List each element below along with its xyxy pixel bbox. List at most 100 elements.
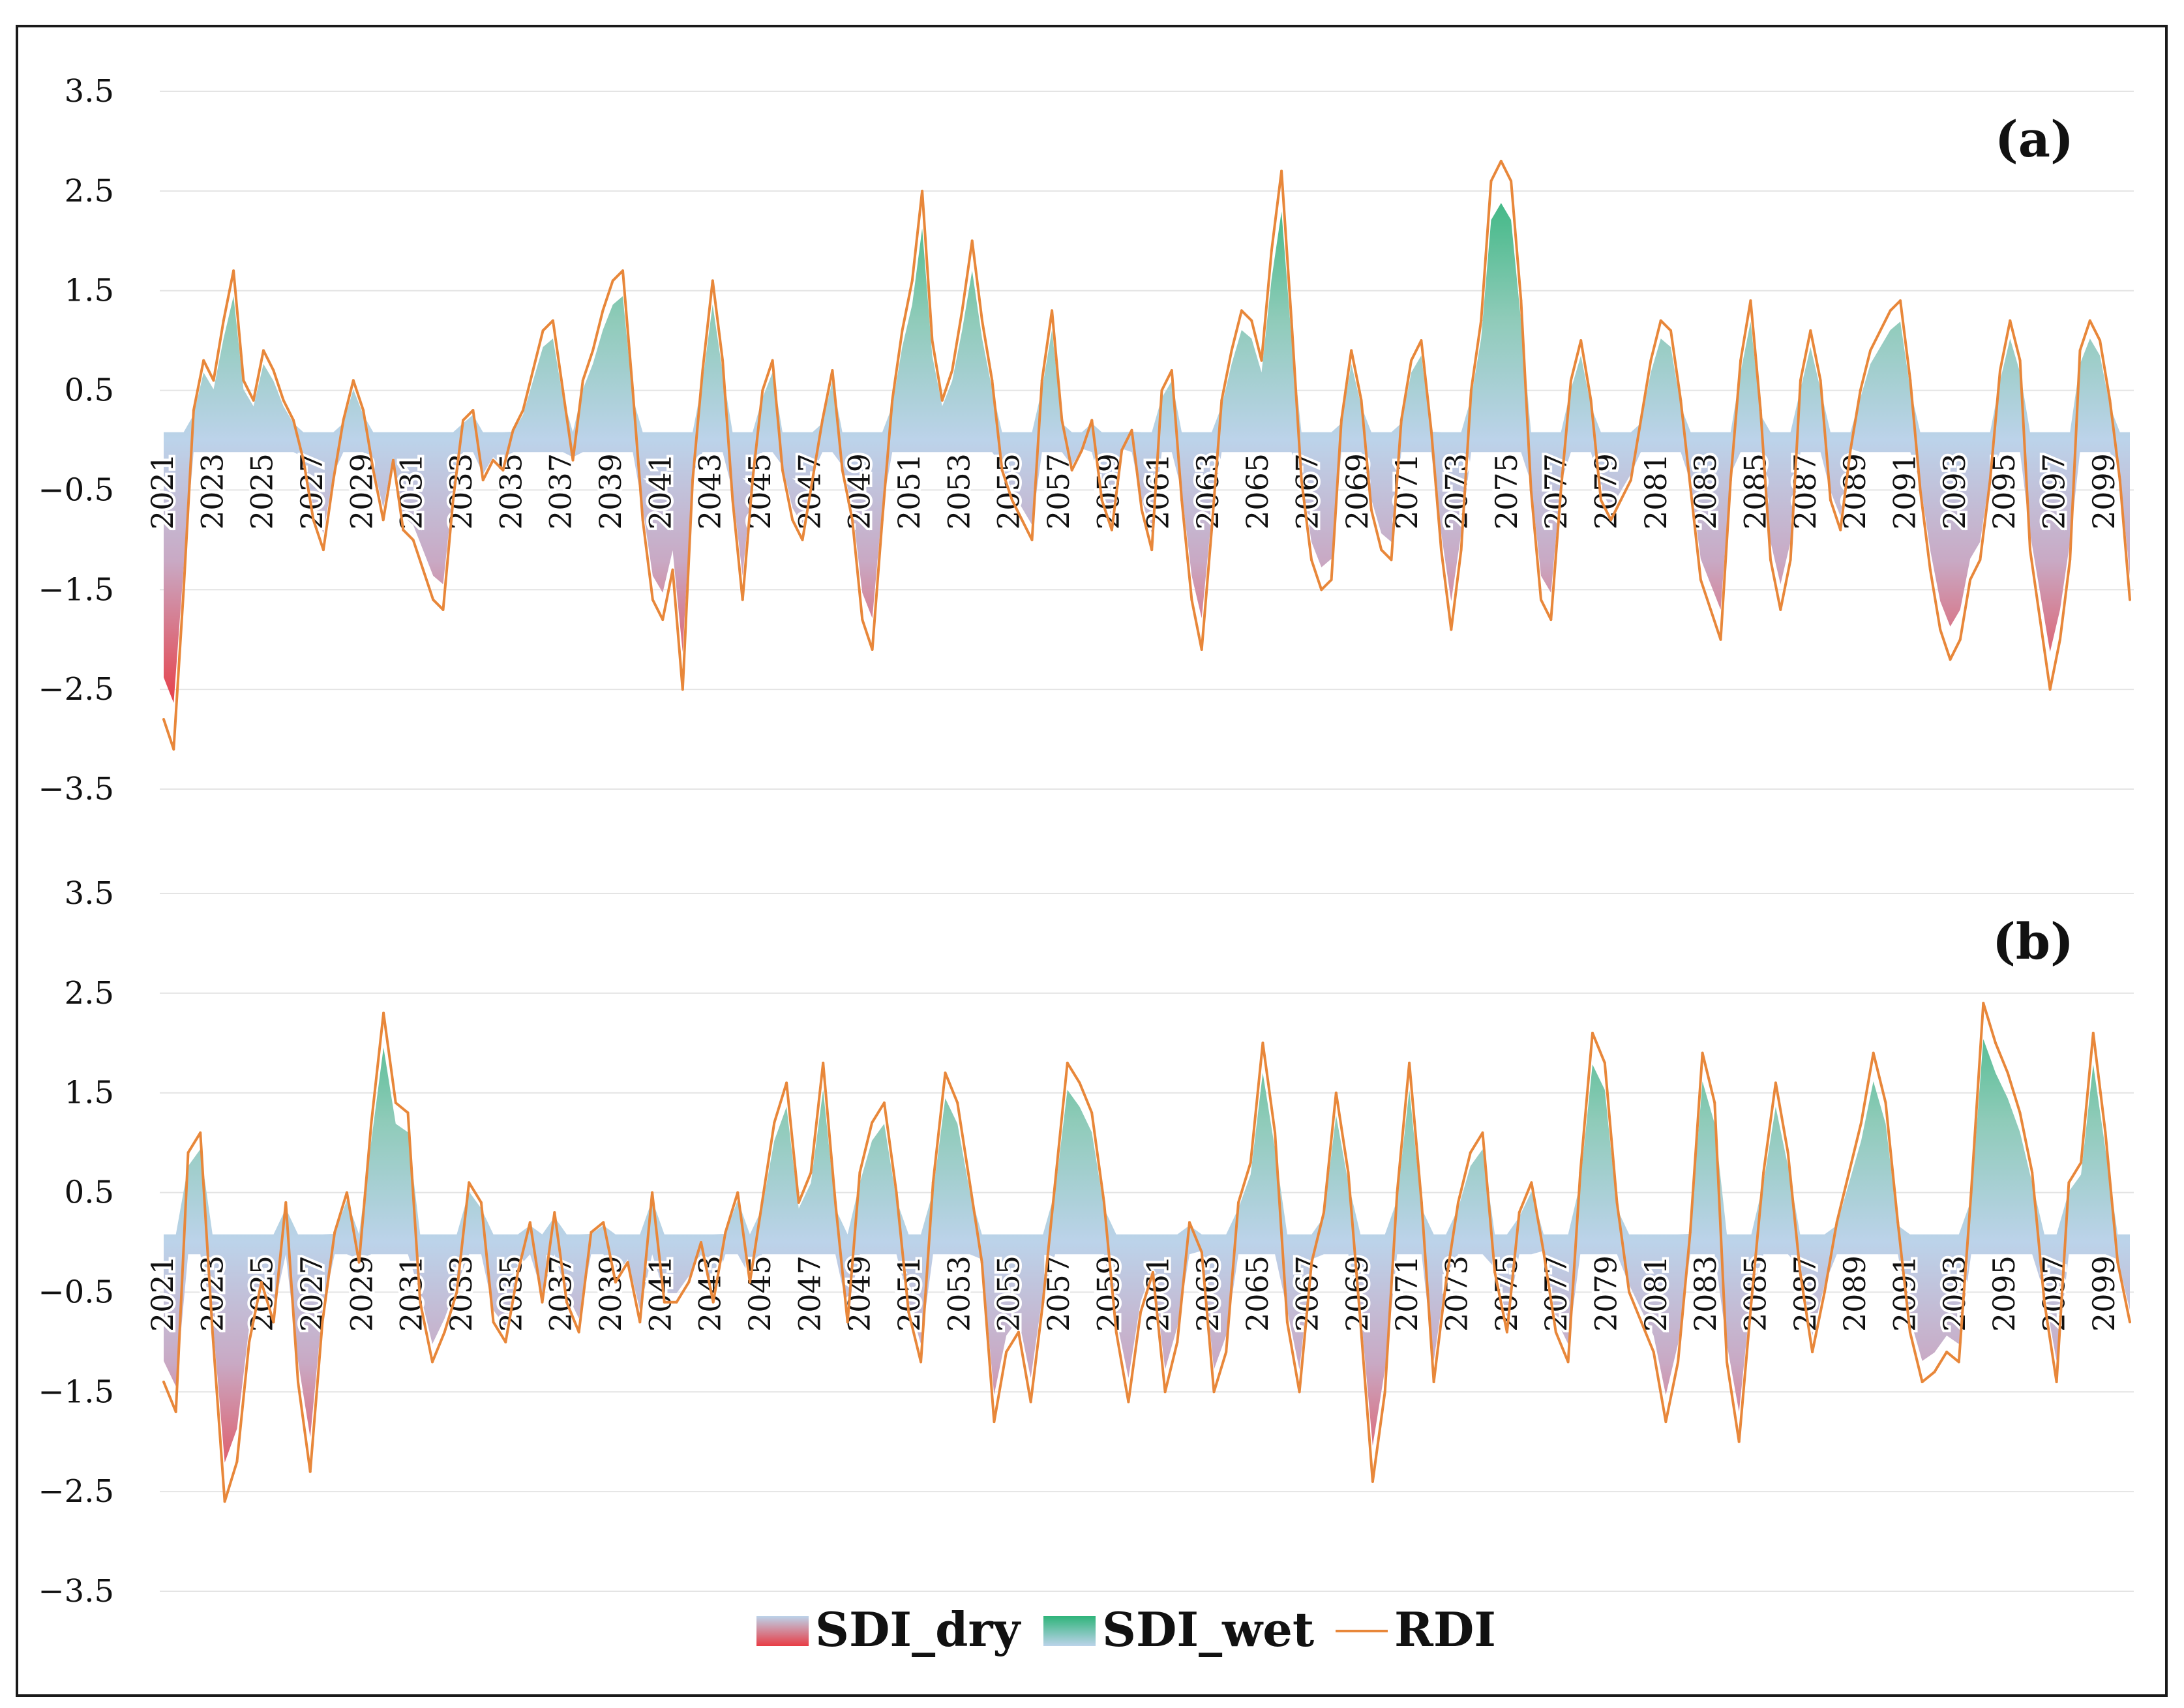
x-tick-label: 2035 [493, 1255, 528, 1332]
rdi-point [626, 1261, 629, 1264]
y-tick-label: −3.5 [38, 771, 114, 807]
rdi-point [1040, 379, 1043, 382]
rdi-point [1769, 558, 1772, 562]
rdi-point [2042, 1300, 2046, 1304]
rdi-point [1323, 1211, 1325, 1214]
rdi-point [1799, 379, 1802, 382]
rdi-point [791, 518, 794, 522]
rdi-point [406, 1111, 410, 1115]
rdi-point [1619, 498, 1623, 502]
rdi-point [451, 498, 455, 502]
rdi-point [1110, 528, 1113, 532]
y-tick-label: 2.5 [65, 173, 114, 209]
rdi-point [372, 468, 375, 472]
rdi-point [1872, 1051, 1875, 1055]
rdi-point [1909, 379, 1912, 382]
rdi-point [1029, 1400, 1032, 1403]
x-tick-label: 2059 [1090, 1255, 1126, 1332]
y-tick-label: 1.5 [65, 273, 114, 309]
rdi-point [621, 269, 624, 273]
rdi-point [901, 329, 904, 332]
x-tick-label: 2039 [593, 1255, 628, 1332]
rdi-line [162, 160, 2131, 751]
outer-frame [16, 25, 2168, 1697]
rdi-point [2018, 1111, 2022, 1115]
rdi-point [1060, 419, 1064, 422]
rdi-point [711, 1300, 715, 1304]
rdi-point [1408, 1061, 1411, 1064]
rdi-point [492, 1321, 495, 1324]
rdi-point [342, 419, 345, 422]
rdi-point [1420, 339, 1423, 342]
x-tick-label: 2025 [245, 453, 280, 530]
rdi-point [199, 1131, 202, 1134]
rdi-point [590, 1231, 593, 1234]
y-tick-label: −1.5 [38, 1373, 114, 1410]
rdi-point [1928, 568, 1932, 571]
rdi-point [1017, 1330, 1020, 1334]
rdi-point [1090, 419, 1094, 422]
rdi-point [1180, 498, 1184, 502]
legend-swatch-sdi-wet [1043, 1616, 1096, 1646]
rdi-point [1140, 509, 1143, 511]
rdi-point [1688, 1231, 1692, 1234]
rdi-point [172, 747, 175, 751]
rdi-point [1884, 1101, 1887, 1104]
legend: SDI_dry SDI_wet RDI [756, 1602, 1496, 1657]
y-tick-label: −1.5 [38, 571, 114, 608]
rdi-point [1176, 1340, 1179, 1343]
rdi-point [1835, 1221, 1838, 1224]
rdi-point [223, 1500, 226, 1503]
rdi-point [1081, 449, 1083, 452]
rdi-point [321, 1321, 324, 1324]
x-tick-label: 2099 [2086, 1255, 2121, 1332]
rdi-point [895, 1191, 898, 1194]
rdi-point [1225, 1351, 1228, 1354]
rdi-point [2129, 1321, 2131, 1324]
rdi-point [1957, 1360, 1960, 1364]
rdi-point [1440, 548, 1443, 552]
rdi-point [242, 379, 245, 382]
rdi-point [1160, 389, 1163, 392]
rdi-point [721, 359, 725, 362]
rdi-point [1114, 1330, 1118, 1334]
rdi-point [522, 409, 524, 412]
rdi-point [322, 548, 325, 552]
rdi-point [308, 1470, 312, 1473]
rdi-point [1591, 1032, 1594, 1034]
rdi-point [1829, 498, 1832, 502]
rdi-point [981, 319, 983, 322]
rdi-point [162, 718, 165, 721]
rdi-point [1070, 468, 1073, 472]
rdi-point [1429, 428, 1433, 432]
rdi-point [1919, 488, 1922, 492]
x-tick-label: 2073 [1439, 453, 1474, 530]
rdi-point [811, 479, 814, 482]
rdi-point [736, 1191, 740, 1194]
rdi-point [1005, 1351, 1008, 1354]
x-tick-label: 2043 [693, 453, 728, 530]
rdi-point [1371, 1480, 1374, 1483]
rdi-point [1420, 1201, 1423, 1204]
rdi-point [701, 369, 704, 372]
rdi-point [602, 1221, 605, 1224]
x-tick-label: 2093 [1937, 453, 1972, 530]
rdi-point [297, 1381, 299, 1383]
rdi-point [1689, 488, 1692, 492]
rdi-point [591, 349, 595, 352]
rdi-point [641, 518, 644, 522]
sdi-dry-area [164, 440, 2130, 703]
rdi-point [1739, 359, 1743, 362]
rdi-point [432, 598, 435, 601]
rdi-point [1163, 1390, 1167, 1394]
rdi-point [2006, 1071, 2009, 1075]
panel-label: (a) [1995, 110, 2074, 168]
x-tick-label: 2041 [642, 453, 678, 530]
rdi-point [1285, 1321, 1289, 1324]
legend-label-rdi: RDI [1394, 1602, 1496, 1657]
rdi-point [222, 319, 225, 322]
rdi-point [771, 359, 774, 362]
rdi-point [1200, 648, 1203, 651]
rdi-point [1010, 498, 1013, 502]
